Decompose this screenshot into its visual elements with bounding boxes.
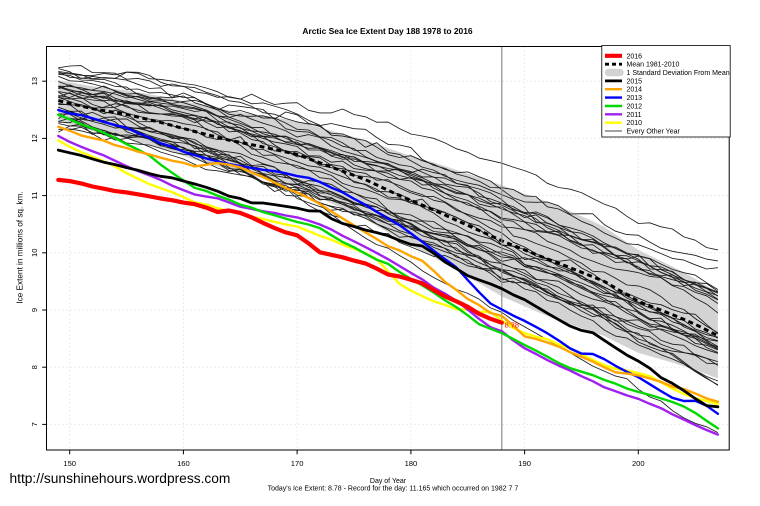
svg-text:2010: 2010 (627, 120, 643, 127)
svg-text:Every Other Year: Every Other Year (627, 129, 681, 136)
svg-text:7: 7 (30, 422, 39, 426)
svg-text:Arctic Sea Ice Extent Day 188: Arctic Sea Ice Extent Day 188 1978 to 20… (302, 26, 473, 36)
svg-text:170: 170 (291, 459, 304, 468)
svg-text:2011: 2011 (627, 112, 642, 119)
svg-text:Today's Ice Extent: 8.78 - Re: Today's Ice Extent: 8.78 - Record for th… (268, 486, 519, 493)
svg-text:1 Standard Deviation From Mean: 1 Standard Deviation From Mean (627, 70, 730, 77)
svg-text:9: 9 (30, 308, 39, 312)
svg-text:8.78: 8.78 (505, 320, 519, 329)
svg-text:11: 11 (30, 192, 39, 200)
svg-text:12: 12 (30, 134, 39, 142)
svg-text:2016: 2016 (627, 53, 643, 60)
svg-text:180: 180 (405, 459, 418, 468)
svg-text:160: 160 (177, 459, 190, 468)
svg-text:2012: 2012 (627, 104, 643, 111)
svg-text:Ice Extent in millions of sq.: Ice Extent in millions of sq. km. (16, 191, 25, 303)
svg-text:150: 150 (63, 459, 76, 468)
svg-text:Day of Year: Day of Year (370, 478, 407, 485)
svg-text:200: 200 (632, 459, 645, 468)
svg-text:8: 8 (30, 365, 39, 369)
svg-text:2015: 2015 (627, 78, 643, 85)
svg-text:2013: 2013 (627, 95, 643, 102)
svg-text:13: 13 (30, 77, 39, 85)
svg-text:10: 10 (30, 249, 39, 257)
svg-text:2014: 2014 (627, 87, 643, 94)
svg-text:Mean 1981-2010: Mean 1981-2010 (627, 62, 680, 69)
svg-text:190: 190 (518, 459, 531, 468)
svg-text:http://sunshinehours.wordpress: http://sunshinehours.wordpress.com (10, 471, 231, 486)
